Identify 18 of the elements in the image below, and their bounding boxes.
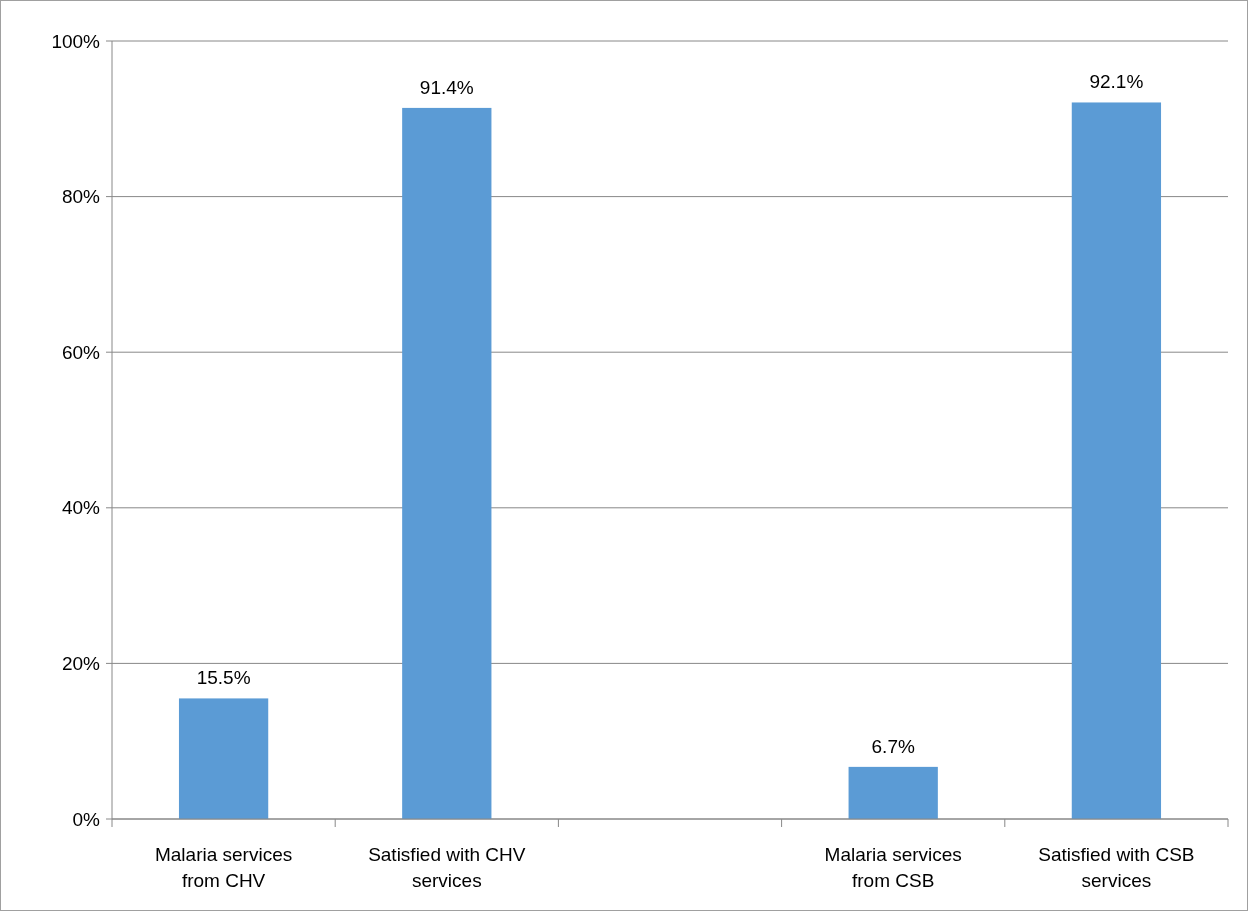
data-label: 91.4% (419, 76, 474, 98)
y-tick-label: 20% (61, 653, 101, 675)
y-tick-label: 0% (72, 808, 101, 830)
x-tick-label: Malaria services from CSB (824, 844, 962, 891)
y-tick-label: 40% (61, 497, 101, 519)
bar (1071, 102, 1162, 819)
data-label: 92.1% (1089, 71, 1144, 93)
data-label: 6.7% (871, 735, 915, 757)
data-label: 15.5% (196, 667, 251, 689)
bar (848, 766, 938, 819)
x-tick-label: Malaria services from CHV (154, 844, 293, 891)
bar (402, 107, 492, 819)
y-tick-label: 60% (61, 341, 101, 363)
x-tick-label: Satisfied with CSB services (1038, 844, 1195, 891)
y-tick-label: 100% (51, 30, 101, 52)
x-tick-label: Satisfied with CHV services (368, 844, 526, 891)
bar (178, 698, 269, 819)
y-tick-label: 80% (61, 186, 101, 208)
